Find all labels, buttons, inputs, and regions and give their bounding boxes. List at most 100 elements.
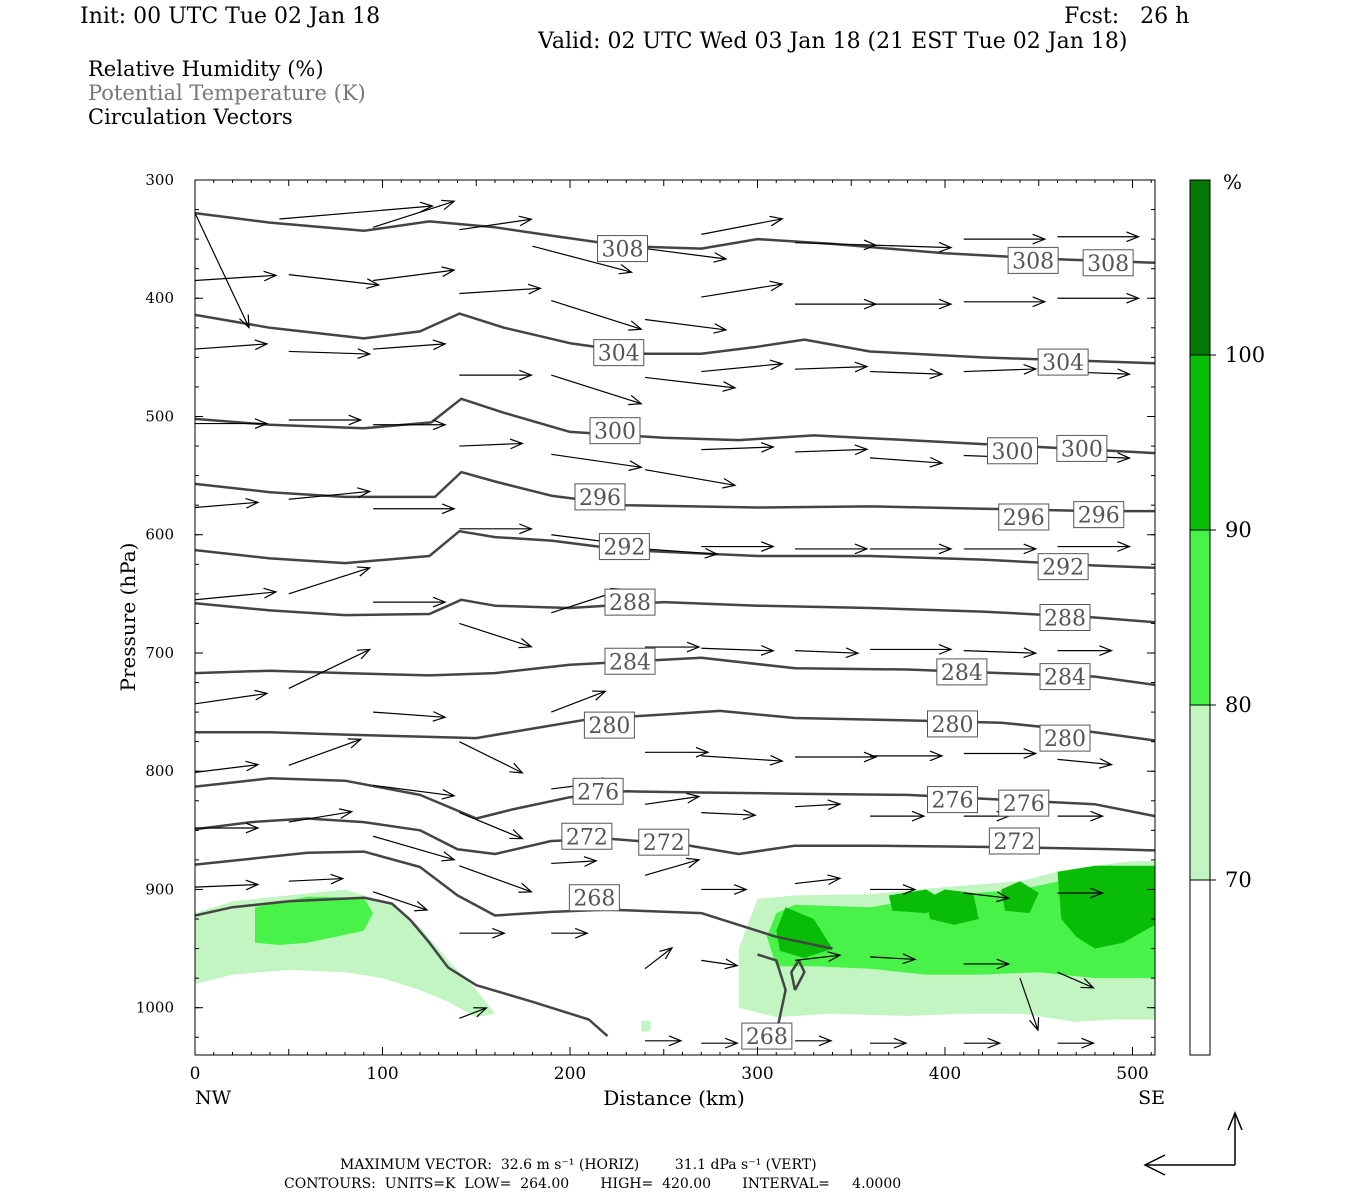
rh-region-80-3 [255, 896, 374, 945]
circulation-vector [870, 298, 953, 310]
circulation-vector [551, 690, 607, 713]
theta-label-284: 284 [1039, 663, 1091, 691]
svg-text:280: 280 [588, 714, 630, 739]
valid-time: Valid: 02 UTC Wed 03 Jan 18 (21 EST Tue … [538, 29, 1128, 54]
svg-text:308: 308 [1012, 249, 1054, 274]
circulation-vector [701, 884, 748, 895]
x-tick-label: 500 [1116, 1064, 1148, 1084]
colorbar-level-label: 80 [1225, 693, 1252, 717]
colorbar: 70 80 90 100% [1189, 170, 1265, 1056]
theta-label-288: 288 [1039, 604, 1091, 632]
circulation-vector [532, 245, 634, 275]
svg-text:276: 276 [932, 789, 974, 814]
theta-label-296: 296 [998, 503, 1050, 531]
circulation-vector [459, 283, 542, 295]
circulation-vector [963, 748, 1038, 759]
colorbar-swatch [1190, 705, 1210, 880]
rh-region-80-4 [766, 871, 1155, 979]
circulation-vector [645, 1035, 683, 1047]
svg-text:304: 304 [598, 342, 640, 367]
circulation-vector [551, 453, 643, 471]
circulation-vector [869, 456, 944, 468]
theta-label-276: 276 [572, 777, 624, 805]
y-tick-label: 1000 [136, 999, 174, 1017]
circulation-vector [459, 927, 506, 939]
circulation-vector [1057, 1037, 1096, 1049]
theta-label-272: 272 [561, 822, 613, 850]
circulation-vector [288, 273, 381, 289]
circulation-vector [551, 927, 589, 939]
circulation-vector [288, 487, 372, 500]
theta-label-280: 280 [583, 711, 635, 739]
contour-info: CONTOURS: UNITS=K LOW= 264.00 HIGH= 420.… [284, 1176, 902, 1192]
svg-text:296: 296 [1078, 504, 1120, 529]
circulation-vector [701, 541, 775, 552]
circulation-vector [373, 596, 447, 608]
circulation-vector [459, 523, 533, 535]
circulation-vector [373, 419, 447, 431]
circulation-vector [459, 812, 524, 840]
circulation-vector [288, 566, 372, 595]
circulation-vector [794, 444, 869, 456]
theta-label-300: 300 [1056, 434, 1108, 462]
circulation-vector [195, 879, 260, 891]
y-tick-label: 300 [145, 171, 174, 189]
colorbar-level-label: 100 [1225, 343, 1265, 367]
circulation-vector [644, 547, 719, 559]
circulation-vector [459, 622, 533, 649]
circulation-vector [195, 689, 269, 705]
svg-text:276: 276 [1003, 792, 1045, 817]
circulation-vector [794, 951, 842, 962]
y-tick-label: 600 [145, 526, 174, 544]
x-tick-label: 0 [190, 1064, 201, 1084]
contour-label-layer: 308 308 308 304 304 300 300 300 296 296 296 292 292 2… [561, 235, 1134, 1050]
y-tick-label: 700 [145, 644, 174, 662]
circulation-vector [1057, 887, 1105, 899]
colorbar-unit: % [1223, 170, 1242, 194]
circulation-vector [288, 648, 372, 689]
theta-label-272: 272 [988, 827, 1040, 855]
field-theta-title: Potential Temperature (K) [88, 81, 366, 105]
circulation-vector [288, 738, 363, 766]
circulation-vector [963, 543, 1038, 555]
theta-label-292: 292 [1037, 553, 1089, 581]
svg-text:296: 296 [579, 486, 621, 511]
svg-text:284: 284 [609, 650, 651, 675]
circulation-vector [279, 201, 434, 220]
theta-label-296: 296 [1073, 501, 1125, 529]
circulation-vector [459, 369, 533, 381]
y-tick-label: 800 [145, 762, 174, 780]
svg-text:280: 280 [932, 713, 974, 738]
rh-region-90-8 [1001, 881, 1039, 914]
x-end-label-left: NW [195, 1087, 232, 1109]
circulation-vector [644, 857, 701, 876]
circulation-vector [870, 1037, 908, 1049]
circulation-vector [1057, 231, 1141, 243]
init-time: Init: 00 UTC Tue 02 Jan 18 [80, 4, 381, 29]
forecast-hour: Fcst: 26 h [1064, 4, 1190, 29]
circulation-vector [701, 809, 757, 821]
circulation-vector [288, 873, 345, 885]
theta-label-304: 304 [1037, 348, 1089, 376]
theta-contour-300-2 [195, 397, 1155, 455]
circulation-vector [195, 822, 260, 834]
circulation-vector [869, 953, 917, 965]
colorbar-swatch [1190, 180, 1210, 355]
svg-text:300: 300 [594, 420, 636, 445]
circulation-vector [869, 368, 944, 380]
x-tick-label: 200 [554, 1064, 586, 1084]
svg-text:272: 272 [566, 825, 608, 850]
circulation-vector [551, 374, 643, 406]
circulation-vector [701, 958, 739, 970]
svg-text:308: 308 [602, 238, 644, 263]
svg-text:280: 280 [1044, 727, 1086, 752]
theta-contour-284-6 [195, 656, 1155, 687]
circulation-vector [795, 1035, 833, 1047]
circulation-vector [459, 438, 524, 450]
theta-contour-268-10 [195, 850, 833, 950]
circulation-vector [794, 799, 842, 811]
circulation-vector [195, 587, 278, 601]
circulation-vector [551, 300, 643, 331]
circulation-vector [963, 958, 1011, 970]
